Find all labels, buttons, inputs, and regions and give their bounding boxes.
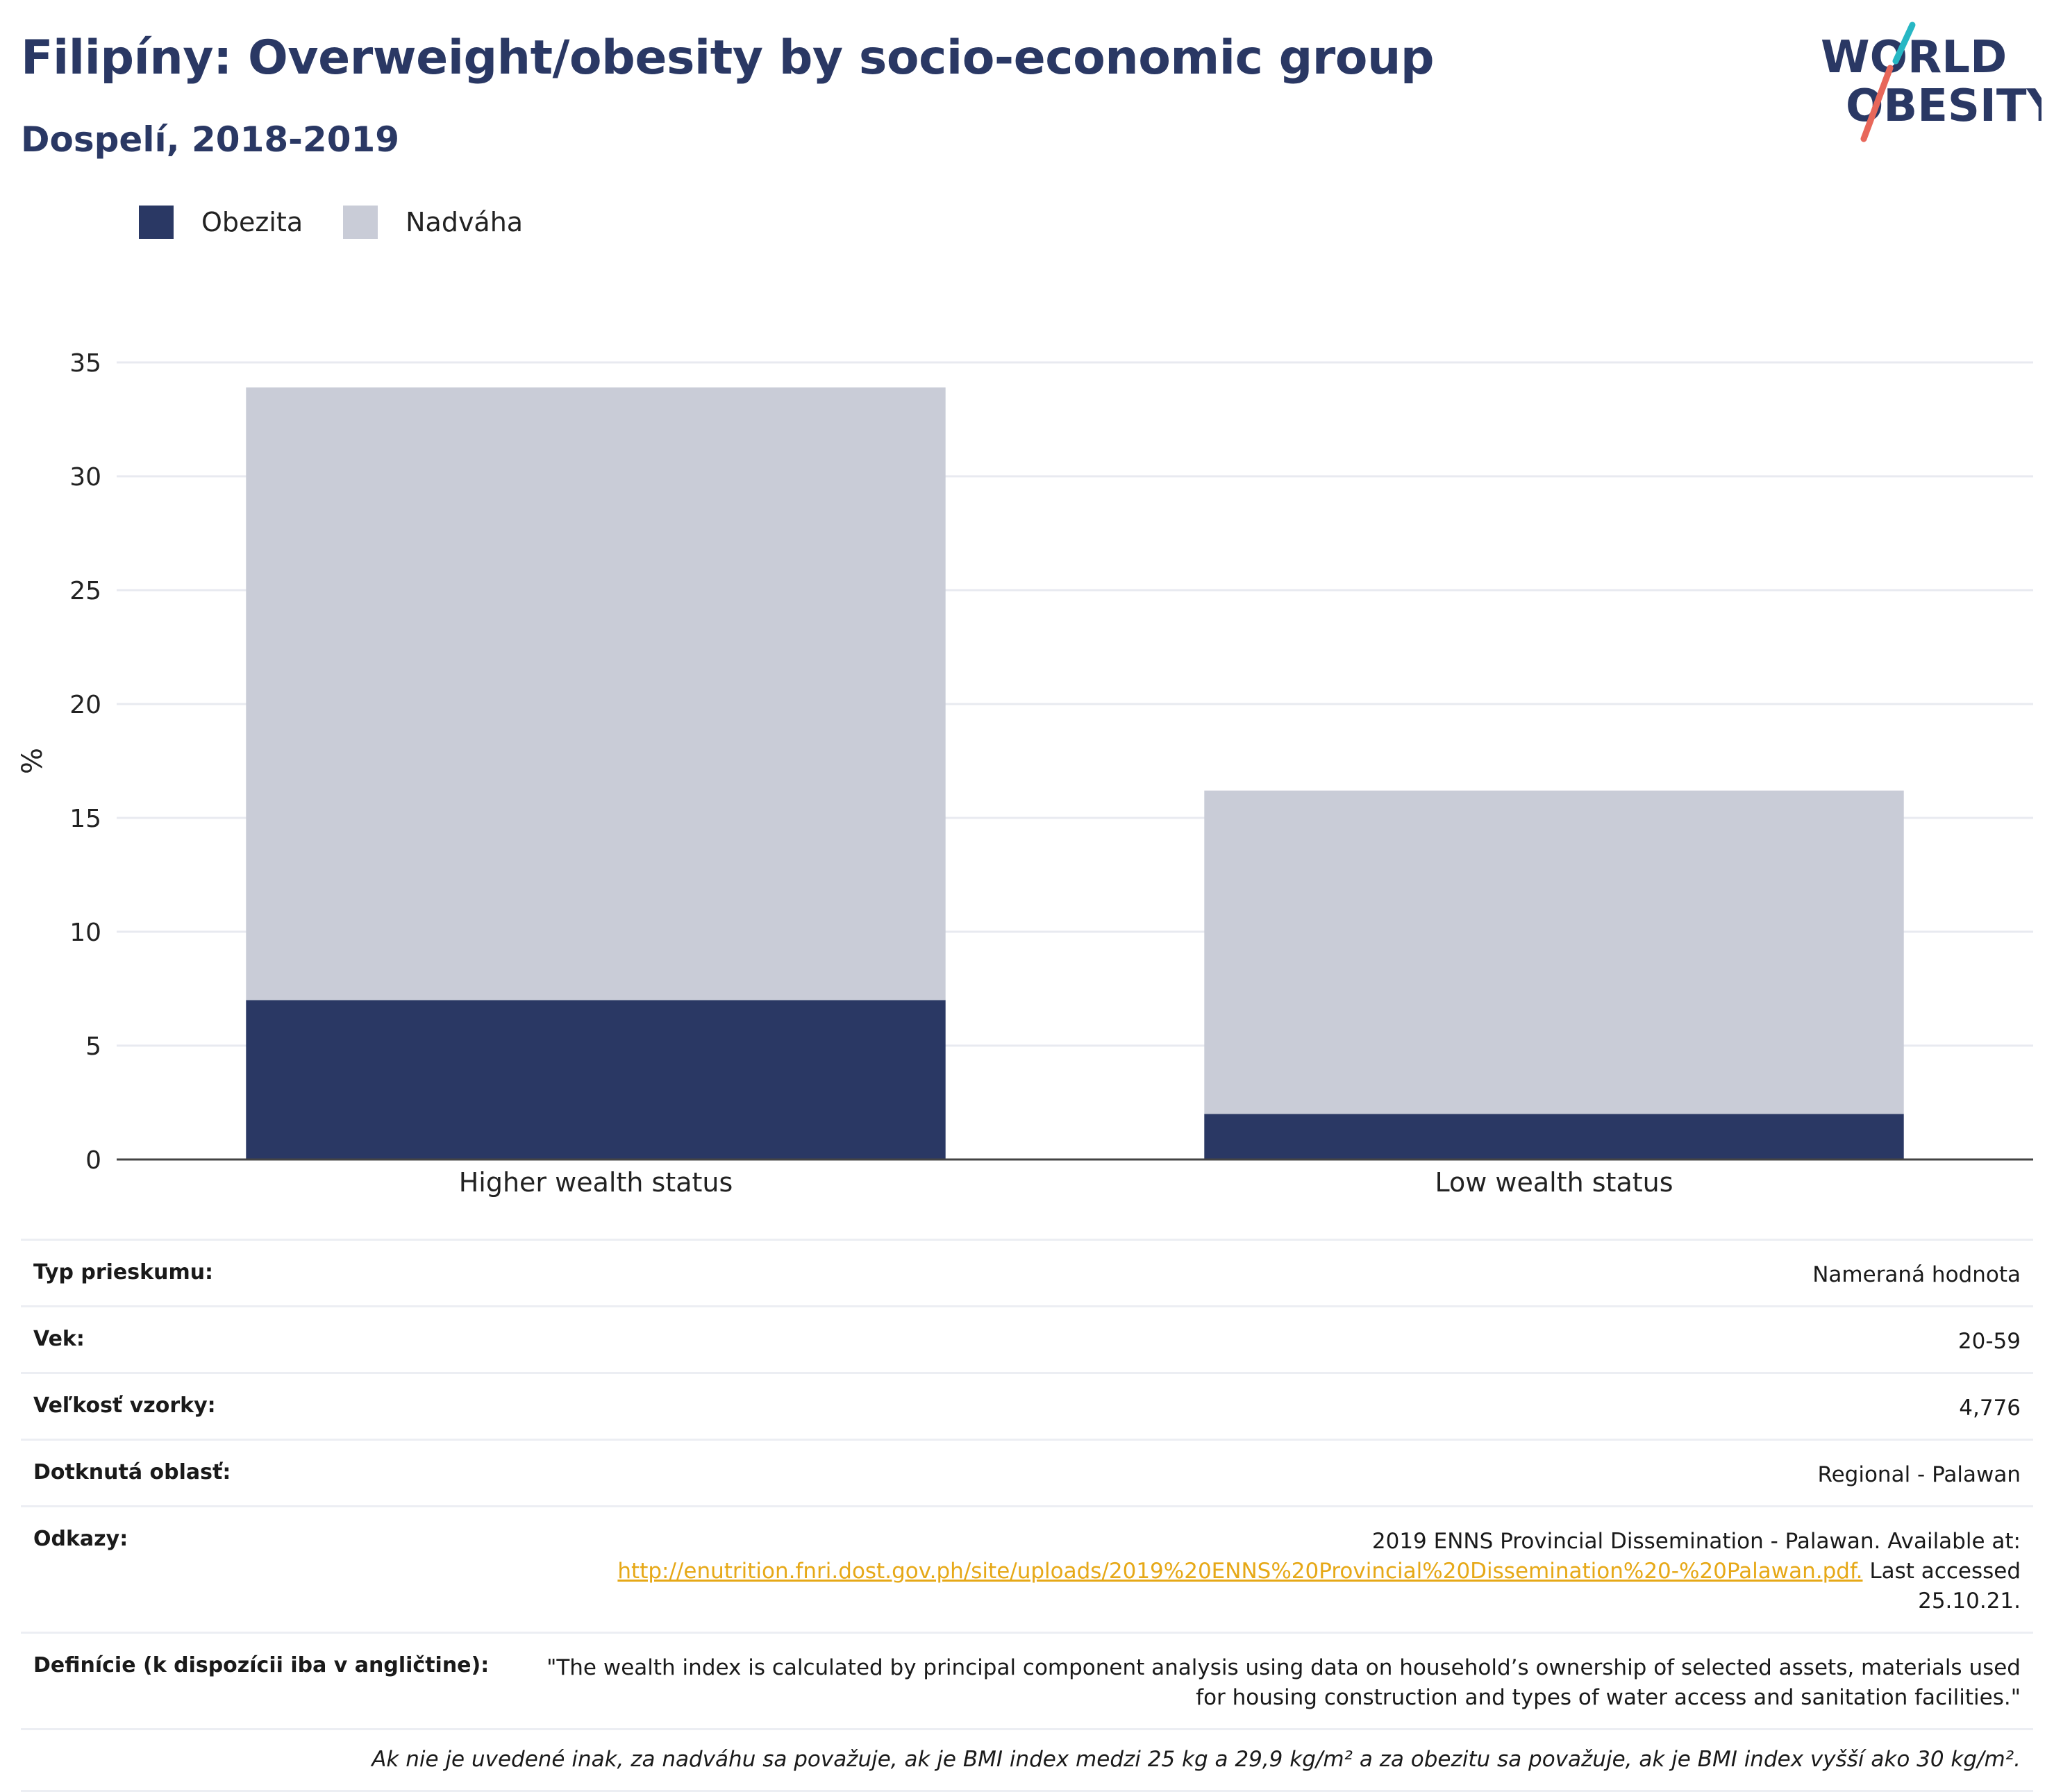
logo-slash-coral [1860, 65, 1894, 142]
references-accessed: Last accessed [1869, 1559, 2021, 1584]
reference-link[interactable]: http://enutrition.fnri.dost.gov.ph/site/… [617, 1559, 1863, 1584]
bar-nadvaha [1204, 790, 1904, 1114]
y-tick-label: 10 [69, 919, 101, 947]
y-tick-label: 35 [69, 349, 101, 378]
logo-slash-teal [1892, 22, 1916, 65]
sample-size-label: Veľkosť vzorky: [33, 1393, 216, 1418]
chart-subtitle: Dospelí, 2018-2019 [21, 119, 400, 160]
references-date: 25.10.21. [1918, 1589, 2021, 1614]
x-tick-label: Higher wealth status [459, 1167, 733, 1198]
info-table: Typ prieskumu: Nameraná hodnota Vek: 20-… [21, 1239, 2033, 1792]
legend-swatch-nadvaha [343, 206, 378, 239]
definitions-value: "The wealth index is calculated by princ… [546, 1653, 2021, 1713]
info-row-age: Vek: 20-59 [21, 1305, 2033, 1372]
info-row-references: Odkazy: 2019 ENNS Provincial Disseminati… [21, 1505, 2033, 1632]
references-label: Odkazy: [33, 1527, 128, 1551]
definitions-line-2: for housing construction and types of wa… [1196, 1685, 2021, 1710]
legend-swatch-obezita [139, 206, 174, 239]
age-label: Vek: [33, 1327, 85, 1351]
x-tick-label: Low wealth status [1435, 1167, 1673, 1198]
bar-obezita [246, 1000, 946, 1159]
legend-label-nadvaha: Nadváha [406, 207, 524, 237]
y-tick-label: 15 [69, 805, 101, 833]
references-link-line: http://enutrition.fnri.dost.gov.ph/site/… [617, 1557, 2021, 1586]
bmi-note: Ak nie je uvedené inak, za nadváhu sa po… [21, 1728, 2033, 1792]
y-tick-label: 25 [69, 577, 101, 605]
legend-label-obezita: Obezita [201, 207, 303, 237]
info-row-sample-size: Veľkosť vzorky: 4,776 [21, 1372, 2033, 1439]
legend-item-nadvaha[interactable]: Nadváha [343, 206, 523, 239]
survey-type-label: Typ prieskumu: [33, 1260, 214, 1284]
legend-item-obezita[interactable]: Obezita [139, 206, 303, 239]
logo-line-1: WORLD [1821, 32, 2007, 83]
info-row-definitions: Definície (k dispozícii iba v angličtine… [21, 1632, 2033, 1728]
definitions-label: Definície (k dispozícii iba v angličtine… [33, 1653, 490, 1677]
survey-type-value: Nameraná hodnota [1812, 1262, 2021, 1287]
y-tick-label: 0 [85, 1146, 101, 1175]
bar-nadvaha [246, 387, 946, 1000]
y-tick-label: 30 [69, 463, 101, 492]
y-tick-label: 20 [69, 691, 101, 719]
area-label: Dotknutá oblasť: [33, 1460, 231, 1484]
world-obesity-logo: WORLD OBESITY [1821, 22, 2042, 142]
references-value: 2019 ENNS Provincial Dissemination - Pal… [617, 1527, 2021, 1616]
age-value: 20-59 [1957, 1329, 2021, 1354]
bar-obezita [1204, 1114, 1904, 1159]
y-tick-label: 5 [85, 1032, 101, 1061]
chart-title: Filipíny: Overweight/obesity by socio-ec… [21, 31, 1435, 85]
area-value: Regional - Palawan [1817, 1462, 2021, 1487]
legend: Obezita Nadváha [139, 206, 563, 239]
definitions-line-1: "The wealth index is calculated by princ… [546, 1655, 2021, 1680]
info-row-area: Dotknutá oblasť: Regional - Palawan [21, 1439, 2033, 1505]
references-text: 2019 ENNS Provincial Dissemination - Pal… [1371, 1529, 2021, 1554]
sample-size-value: 4,776 [1959, 1396, 2021, 1421]
info-row-survey-type: Typ prieskumu: Nameraná hodnota [21, 1239, 2033, 1305]
bar-chart: 0 5 10 15 20 25 30 35% Higher wealth status Low w… [17, 349, 2033, 1198]
y-axis-label: % [17, 748, 49, 774]
